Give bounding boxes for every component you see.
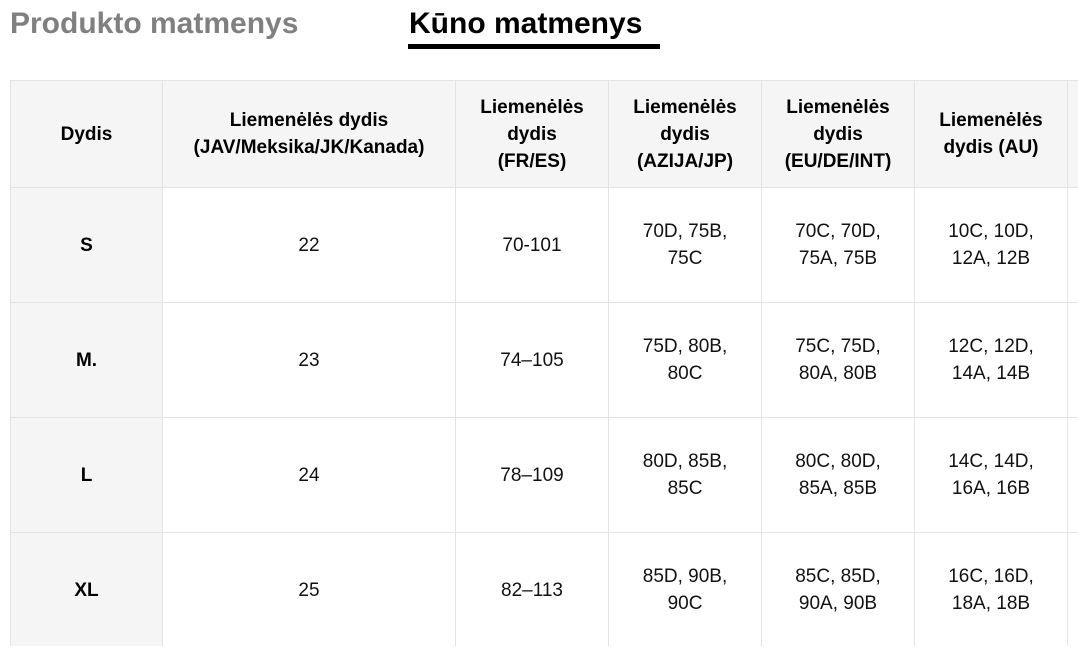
active-tab-indicator (408, 44, 660, 49)
size-cell: M. (10, 302, 163, 418)
size-cell: L (10, 417, 163, 533)
size-cell: XL (10, 532, 163, 646)
table-cell: 70C, 70D, 75A, 75B (761, 187, 915, 303)
table-cell: 78–109 (455, 417, 609, 533)
table-cell: 80D, 85B, 85C (608, 417, 762, 533)
table-cell: 23 (162, 302, 456, 418)
tab-label: Kūno matmenys (409, 7, 643, 40)
table-cell-overflow (1067, 417, 1078, 533)
table-cell: 14C, 14D, 16A, 16B (914, 417, 1068, 533)
column-header-au-size: Liemenėlės dydis (AU) (914, 80, 1068, 188)
table-cell: 10C, 10D, 12A, 12B (914, 187, 1068, 303)
tab-body-measurements[interactable]: Kūno matmenys (409, 6, 642, 42)
size-table: Dydis Liemenėlės dydis (JAV/Meksika/JK/K… (10, 80, 1078, 646)
table-cell: 25 (162, 532, 456, 646)
column-header-size: Dydis (10, 80, 163, 188)
table-row: L 24 78–109 80D, 85B, 85C 80C, 80D, 85A,… (10, 417, 1078, 533)
tab-label: Produkto matmenys (10, 7, 299, 40)
table-header-row: Dydis Liemenėlės dydis (JAV/Meksika/JK/K… (10, 80, 1078, 188)
table-cell: 12C, 12D, 14A, 14B (914, 302, 1068, 418)
table-cell: 22 (162, 187, 456, 303)
table-cell: 75D, 80B, 80C (608, 302, 762, 418)
column-header-eu-size: Liemenėlės dydis (EU/DE/INT) (761, 80, 915, 188)
tab-bar: Produkto matmenys Kūno matmenys (0, 0, 1078, 60)
table-cell: 16C, 16D, 18A, 18B (914, 532, 1068, 646)
column-header-asia-size: Liemenėlės dydis (AZIJA/JP) (608, 80, 762, 188)
column-header-fr-size: Liemenėlės dydis (FR/ES) (455, 80, 609, 188)
size-table-container[interactable]: Dydis Liemenėlės dydis (JAV/Meksika/JK/K… (10, 80, 1078, 646)
table-row: XL 25 82–113 85D, 90B, 90C 85C, 85D, 90A… (10, 532, 1078, 646)
table-cell: 75C, 75D, 80A, 80B (761, 302, 915, 418)
table-cell: 70D, 75B, 75C (608, 187, 762, 303)
table-cell: 85C, 85D, 90A, 90B (761, 532, 915, 646)
table-cell: 82–113 (455, 532, 609, 646)
table-cell: 70-101 (455, 187, 609, 303)
column-header-us-size: Liemenėlės dydis (JAV/Meksika/JK/Kanada) (162, 80, 456, 188)
table-cell: 80C, 80D, 85A, 85B (761, 417, 915, 533)
tab-product-dimensions[interactable]: Produkto matmenys (10, 6, 298, 42)
table-cell-overflow (1067, 532, 1078, 646)
table-cell: 85D, 90B, 90C (608, 532, 762, 646)
table-cell: 24 (162, 417, 456, 533)
table-cell: 74–105 (455, 302, 609, 418)
table-row: S 22 70-101 70D, 75B, 75C 70C, 70D, 75A,… (10, 187, 1078, 303)
size-cell: S (10, 187, 163, 303)
column-header-overflow (1067, 80, 1078, 188)
table-cell-overflow (1067, 302, 1078, 418)
table-cell-overflow (1067, 187, 1078, 303)
table-row: M. 23 74–105 75D, 80B, 80C 75C, 75D, 80A… (10, 302, 1078, 418)
